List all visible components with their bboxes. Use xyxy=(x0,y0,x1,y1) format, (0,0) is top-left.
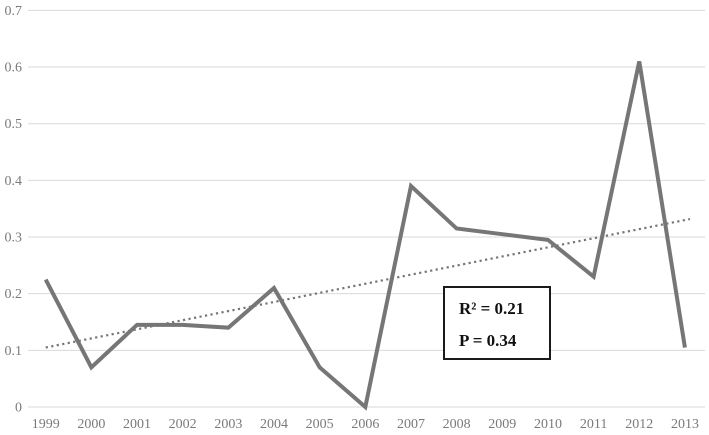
y-tick-label: 0.5 xyxy=(5,117,23,132)
x-tick-label: 2009 xyxy=(488,417,516,432)
x-tick-label: 2007 xyxy=(397,417,425,432)
x-tick-label: 2010 xyxy=(534,417,562,432)
r-squared-value: R² = 0.21 xyxy=(459,299,525,318)
x-tick-label: 2004 xyxy=(260,417,288,432)
x-tick-label: 2008 xyxy=(443,417,471,432)
x-tick-label: 2011 xyxy=(580,417,607,432)
y-tick-label: 0.3 xyxy=(5,231,23,246)
stats-annotation-box: R² = 0.21 P = 0.34 xyxy=(443,286,551,360)
data-series-line xyxy=(43,60,687,411)
x-tick-label: 2001 xyxy=(123,417,151,432)
x-tick-label: 2002 xyxy=(169,417,197,432)
x-tick-label: 2005 xyxy=(306,417,334,432)
y-tick-label: 0.7 xyxy=(5,4,23,19)
y-tick-label: 0.2 xyxy=(5,287,23,302)
p-value: P = 0.34 xyxy=(459,331,517,350)
trend-line xyxy=(45,217,691,349)
x-tick-label: 1999 xyxy=(32,417,60,432)
y-tick-label: 0.1 xyxy=(5,344,23,359)
x-tick-label: 2006 xyxy=(351,417,379,432)
x-tick-label: 2000 xyxy=(77,417,105,432)
y-tick-label: 0.6 xyxy=(5,61,23,76)
y-tick-label: 0 xyxy=(15,401,22,416)
x-tick-label: 2013 xyxy=(671,417,699,432)
y-tick-label: 0.4 xyxy=(5,174,23,189)
x-tick-label: 2012 xyxy=(625,417,653,432)
x-tick-label: 2003 xyxy=(214,417,242,432)
